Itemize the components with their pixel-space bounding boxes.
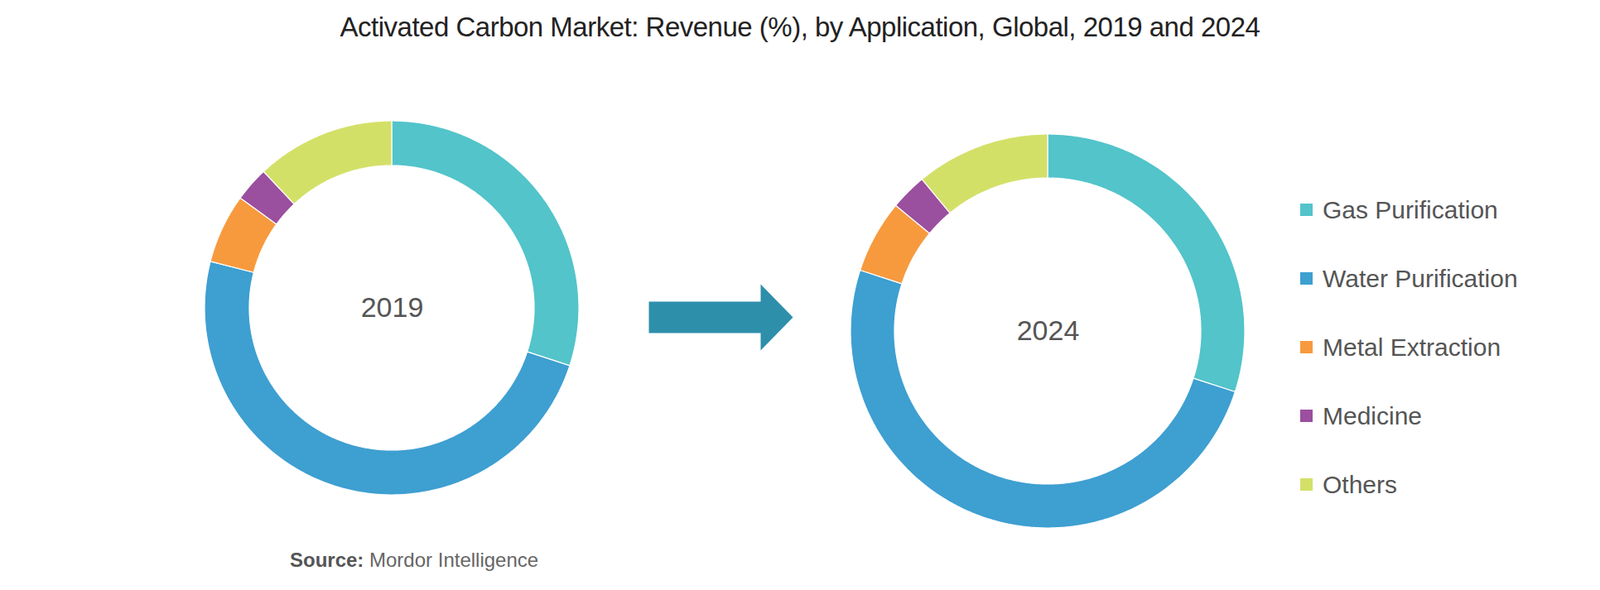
svg-text:2019: 2019 [361,291,425,323]
html-text:Activated Carbon Market: Reven: Activated Carbon Market: Revenue (%), by… [340,11,1260,43]
html-text:Gas Purification: Gas Purification [1322,195,1498,224]
svg-text:2024: 2024 [1016,314,1080,347]
html-text:Medicine: Medicine [1322,402,1423,430]
html-text:Water Purification: Water Purification [1322,264,1518,292]
html-text:Others: Others [1322,470,1398,499]
html-text:Metal Extraction: Metal Extraction [1322,333,1501,361]
html-text:Source: Mordor Intelligence: Source: Mordor Intelligence [289,549,539,572]
